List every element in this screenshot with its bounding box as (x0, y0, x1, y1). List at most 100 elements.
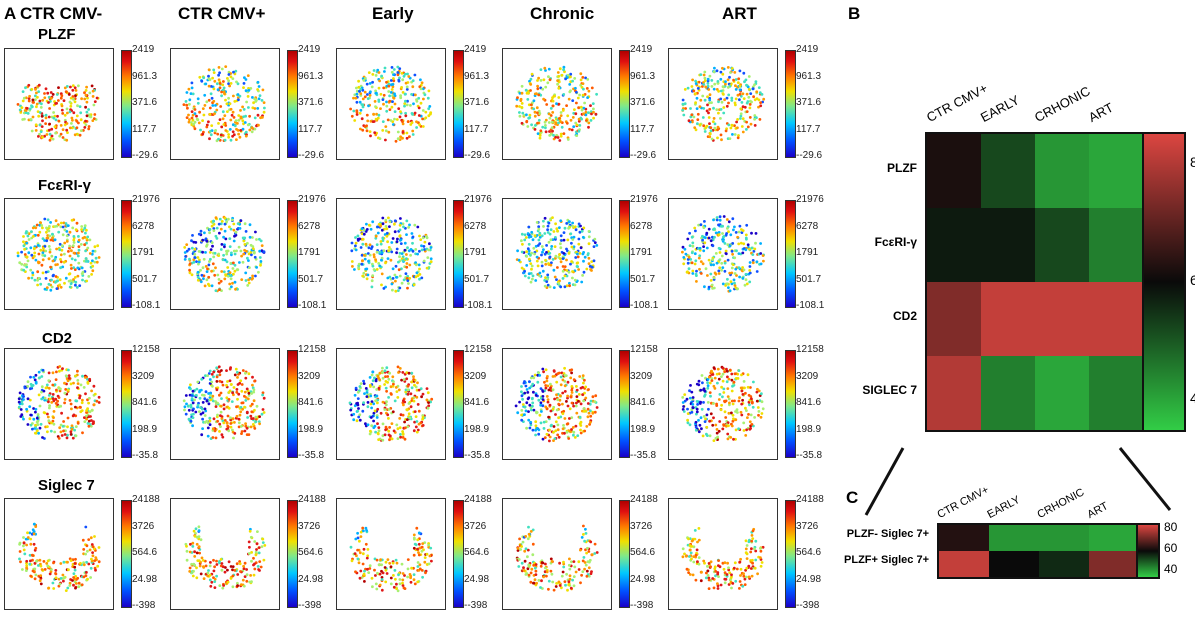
tsne-point (236, 388, 239, 391)
tsne-point (427, 97, 430, 100)
tsne-point (717, 224, 720, 227)
tsne-point (96, 400, 99, 403)
tsne-point (214, 130, 217, 133)
tsne-point (360, 103, 363, 106)
tsne-point (398, 77, 401, 80)
tsne-point (387, 417, 390, 420)
tsne-plot (668, 198, 778, 310)
tsne-point (48, 107, 51, 110)
tsne-point (427, 249, 430, 252)
tsne-point (556, 409, 559, 412)
tsne-point (45, 231, 48, 234)
tsne-point (367, 260, 370, 263)
tsne-point (753, 416, 756, 419)
tsne-point (25, 544, 28, 547)
tsne-point (47, 101, 50, 104)
tsne-point (749, 272, 752, 275)
tsne-point (240, 278, 243, 281)
tsne-point (394, 290, 397, 293)
tsne-point (92, 420, 95, 423)
tsne-point (198, 535, 201, 538)
tsne-point (51, 233, 54, 236)
tsne-point (200, 433, 203, 436)
tsne-point (578, 94, 581, 97)
tsne-point (33, 543, 36, 546)
tsne-point (556, 79, 559, 82)
tsne-point (415, 527, 418, 530)
tsne-point (212, 220, 215, 223)
tsne-point (705, 426, 708, 429)
tsne-point (534, 429, 537, 432)
expression-colorbar (453, 500, 464, 608)
tsne-point (581, 386, 584, 389)
tsne-point (19, 560, 22, 563)
tsne-point (231, 391, 234, 394)
tsne-point (192, 570, 195, 573)
tsne-point (239, 570, 242, 573)
tsne-point (579, 84, 582, 87)
tsne-point (77, 275, 80, 278)
tsne-point (520, 409, 523, 412)
tsne-point (396, 118, 399, 121)
tsne-point (732, 263, 735, 266)
tsne-point (213, 112, 216, 115)
tsne-point (50, 430, 53, 433)
tsne-point (69, 127, 72, 130)
tsne-point (366, 129, 369, 132)
tsne-point (539, 134, 542, 137)
tsne-point (363, 382, 366, 385)
tsne-point (399, 426, 402, 429)
tsne-point (46, 384, 49, 387)
tsne-point (709, 93, 712, 96)
tsne-point (728, 402, 731, 405)
tsne-point (538, 112, 541, 115)
tsne-point (582, 260, 585, 263)
tsne-point (554, 222, 557, 225)
tsne-point (55, 389, 58, 392)
tsne-point (68, 93, 71, 96)
tsne-point (407, 558, 410, 561)
tsne-point (588, 230, 591, 233)
tsne-point (220, 369, 223, 372)
tsne-point (49, 266, 52, 269)
tsne-point (579, 429, 582, 432)
tsne-point (591, 266, 594, 269)
tsne-point (86, 114, 89, 117)
tsne-point (234, 374, 237, 377)
tsne-point (361, 254, 364, 257)
tsne-point (525, 89, 528, 92)
tsne-point (575, 91, 578, 94)
tsne-point (371, 81, 374, 84)
tsne-point (395, 583, 398, 586)
tsne-point (724, 416, 727, 419)
tsne-point (593, 238, 596, 241)
tsne-point (721, 428, 724, 431)
tsne-point (41, 385, 44, 388)
tsne-point (723, 235, 726, 238)
tsne-point (39, 100, 42, 103)
tsne-point (206, 278, 209, 281)
tsne-point (418, 114, 421, 117)
tsne-scatter (503, 199, 611, 309)
tsne-point (193, 253, 196, 256)
tsne-point (565, 400, 568, 403)
tsne-point (245, 101, 248, 104)
tsne-point (52, 587, 55, 590)
tsne-point (82, 539, 85, 542)
tsne-point (523, 413, 526, 416)
tsne-point (589, 415, 592, 418)
tsne-point (563, 367, 566, 370)
tsne-point (730, 99, 733, 102)
tsne-point (424, 93, 427, 96)
tsne-point (717, 270, 720, 273)
tsne-point (369, 94, 372, 97)
tsne-point (234, 270, 237, 273)
tsne-point (571, 270, 574, 273)
tsne-point (68, 584, 71, 587)
tsne-point (91, 409, 94, 412)
tsne-point (381, 129, 384, 132)
tsne-point (359, 101, 362, 104)
tsne-point (77, 382, 80, 385)
tsne-point (37, 244, 40, 247)
tsne-point (386, 572, 389, 575)
